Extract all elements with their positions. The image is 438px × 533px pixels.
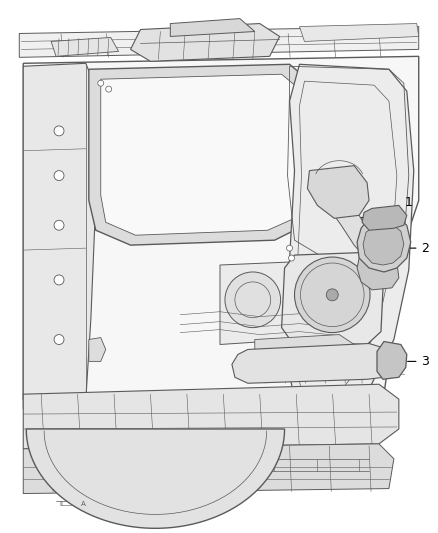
Circle shape	[286, 245, 293, 251]
Polygon shape	[89, 64, 314, 245]
Polygon shape	[357, 215, 411, 272]
Polygon shape	[23, 56, 419, 449]
Polygon shape	[362, 205, 407, 230]
Polygon shape	[282, 252, 384, 344]
Circle shape	[225, 272, 281, 328]
Circle shape	[54, 220, 64, 230]
Polygon shape	[255, 335, 354, 362]
Circle shape	[54, 335, 64, 344]
Text: II: II	[59, 502, 63, 507]
Polygon shape	[131, 23, 279, 61]
Polygon shape	[300, 23, 419, 42]
Circle shape	[106, 86, 112, 92]
Circle shape	[294, 257, 370, 333]
Polygon shape	[23, 63, 96, 419]
Text: 3: 3	[421, 355, 429, 368]
Polygon shape	[170, 19, 255, 36]
Polygon shape	[377, 342, 407, 379]
Text: 1: 1	[405, 196, 413, 209]
Polygon shape	[220, 262, 294, 344]
Circle shape	[98, 80, 104, 86]
Polygon shape	[101, 74, 304, 235]
Polygon shape	[89, 337, 106, 361]
Text: A.: A.	[81, 502, 88, 507]
Polygon shape	[26, 429, 285, 528]
Circle shape	[54, 126, 64, 136]
Polygon shape	[19, 27, 419, 58]
Circle shape	[54, 171, 64, 181]
Circle shape	[326, 289, 338, 301]
Circle shape	[289, 255, 294, 261]
Polygon shape	[23, 444, 394, 494]
Polygon shape	[324, 190, 377, 262]
Polygon shape	[285, 64, 414, 424]
Polygon shape	[363, 223, 404, 265]
Polygon shape	[357, 255, 399, 290]
Text: 2: 2	[421, 241, 429, 255]
Polygon shape	[232, 343, 397, 383]
Circle shape	[54, 275, 64, 285]
Polygon shape	[23, 384, 399, 449]
Polygon shape	[51, 37, 119, 56]
Polygon shape	[307, 166, 369, 219]
